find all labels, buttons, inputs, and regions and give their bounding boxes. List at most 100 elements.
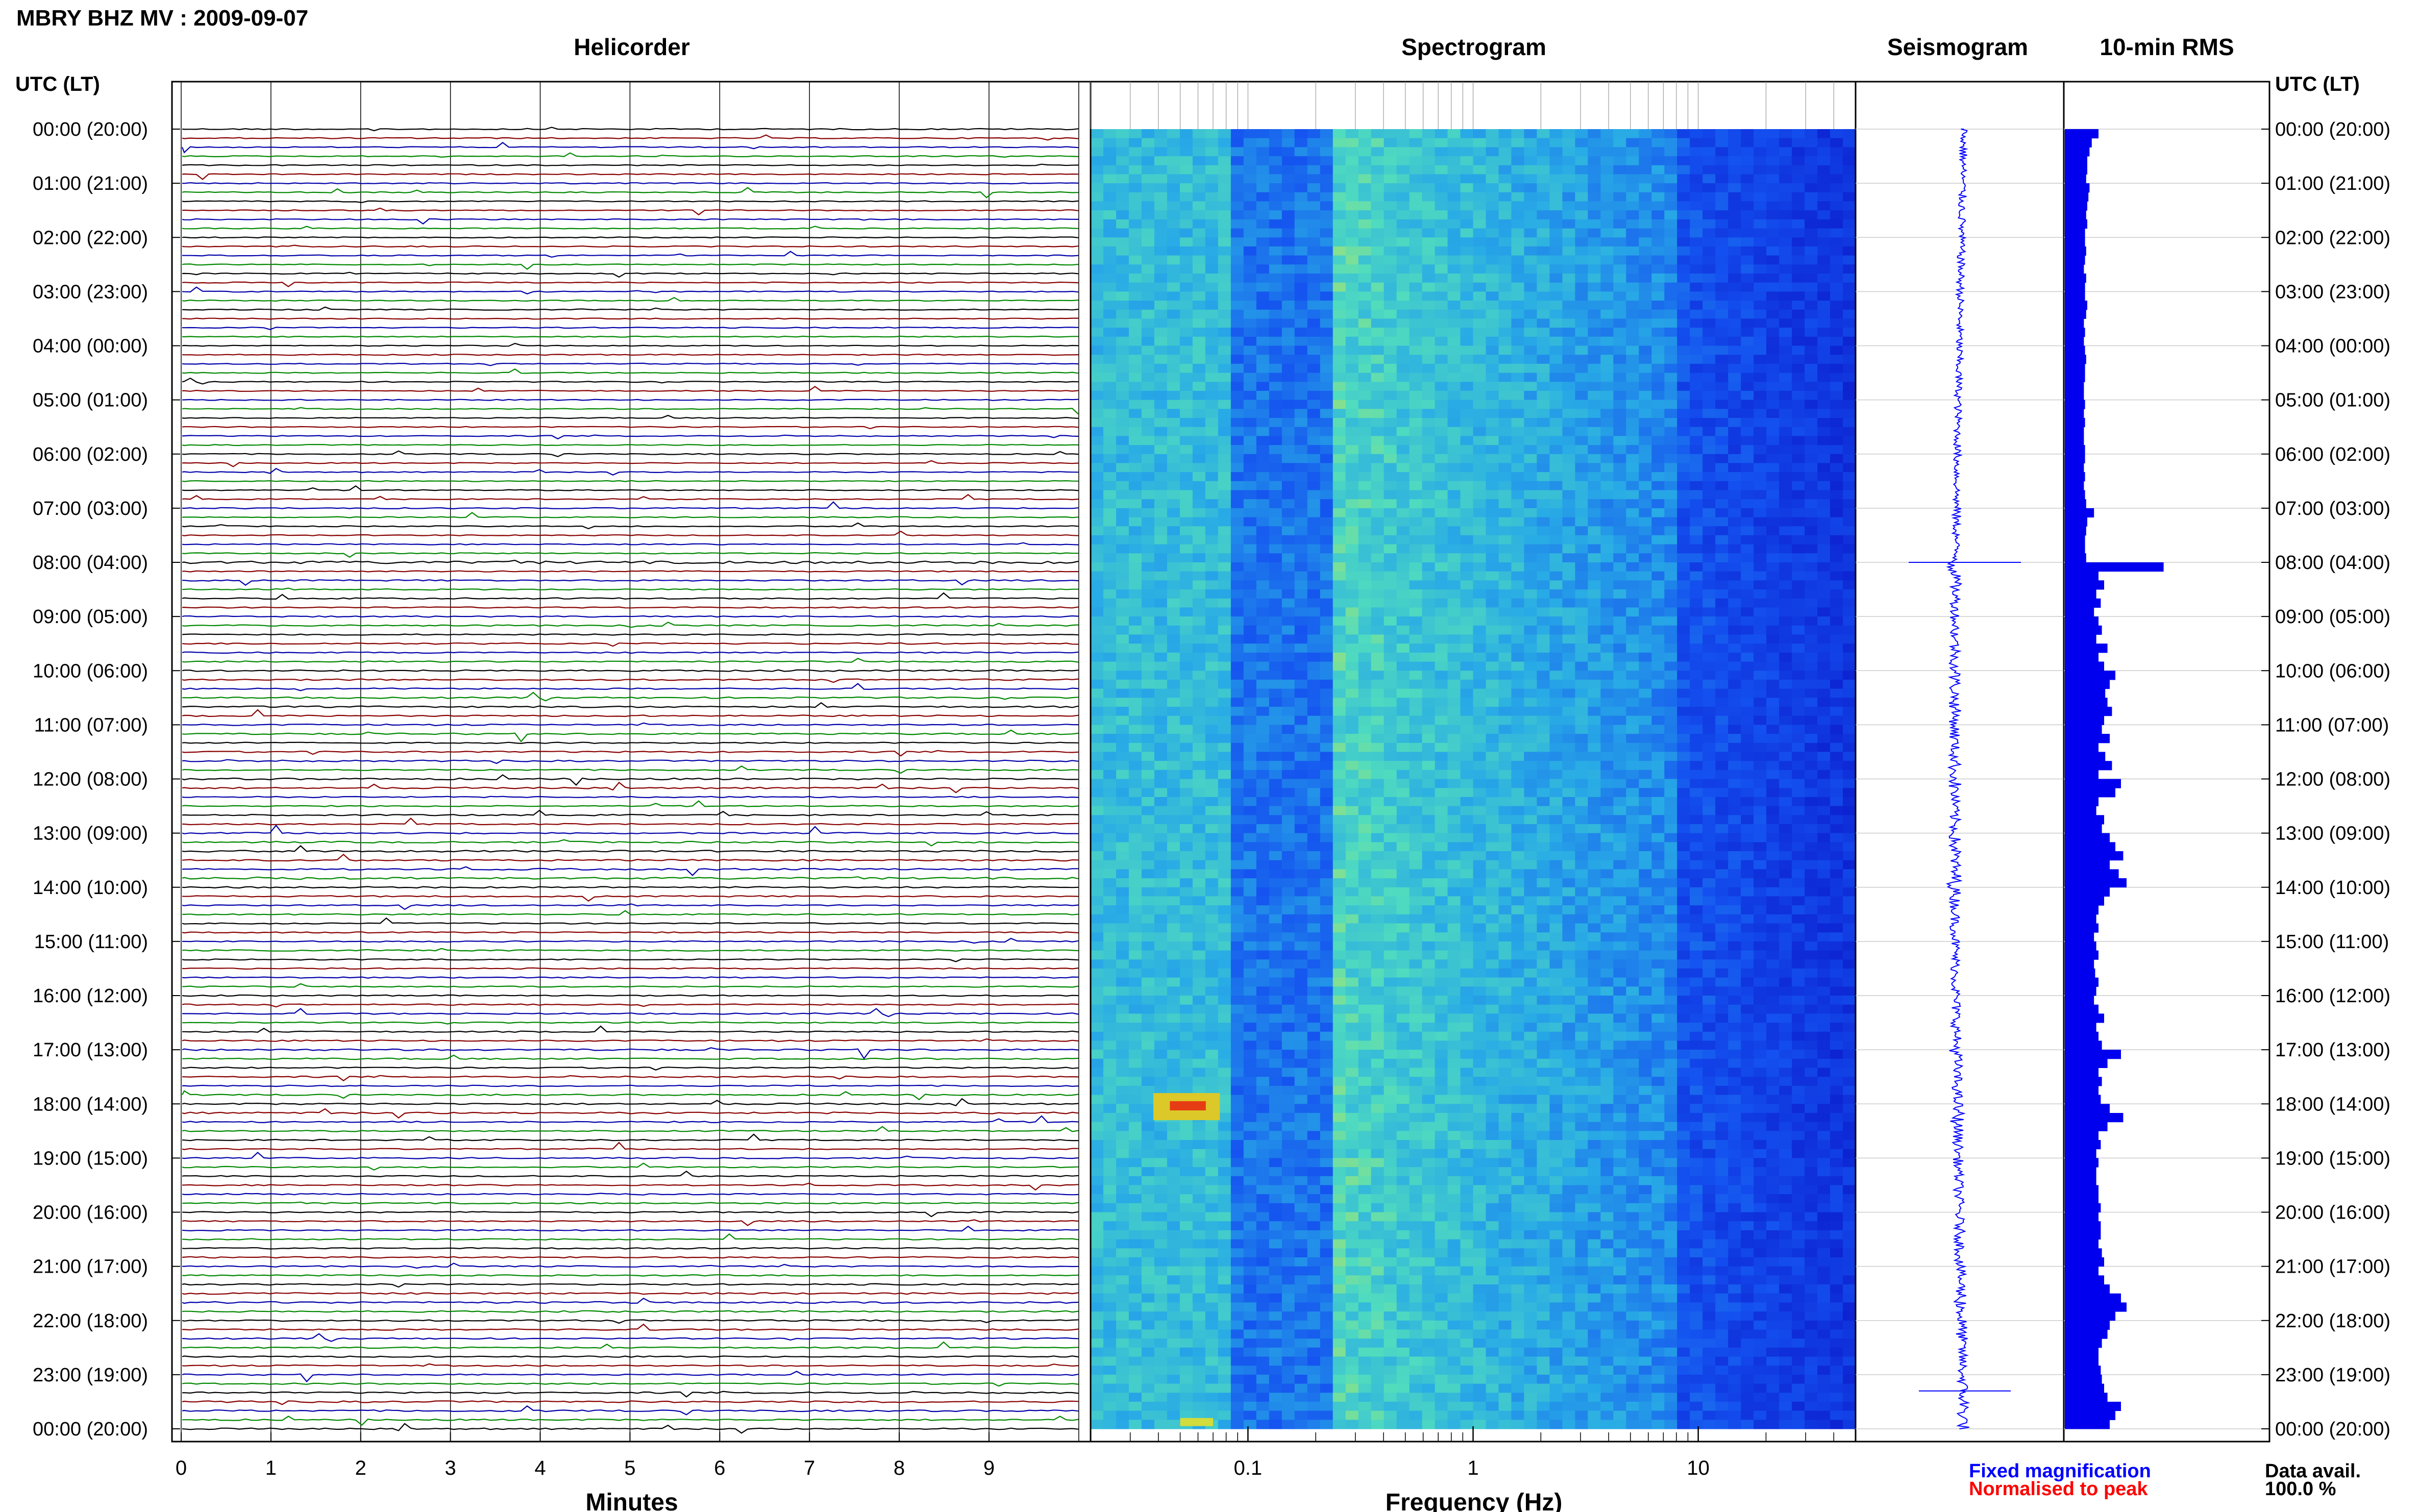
spectrogram-cell — [1192, 589, 1206, 599]
spectrogram-cell — [1091, 508, 1104, 518]
spectrogram-cell — [1294, 454, 1308, 464]
spectrogram-cell — [1613, 580, 1626, 590]
spectrogram-cell — [1766, 210, 1780, 220]
spectrogram-cell — [1600, 201, 1614, 211]
spectrogram-cell — [1447, 752, 1461, 761]
spectrogram-cell — [1218, 679, 1231, 689]
spectrogram-cell — [1218, 291, 1231, 301]
spectrogram-cell — [1179, 797, 1193, 807]
spectrogram-cell — [1345, 725, 1359, 734]
spectrogram-cell — [1154, 129, 1168, 139]
spectrogram-cell — [1230, 589, 1244, 599]
spectrogram-cell — [1702, 544, 1716, 554]
spectrogram-cell — [1447, 192, 1461, 202]
spectrogram-cell — [1677, 589, 1690, 599]
spectrogram-cell — [1179, 824, 1193, 834]
spectrogram-cell — [1396, 752, 1410, 761]
spectrogram-cell — [1588, 210, 1601, 220]
spectrogram-cell — [1677, 671, 1690, 680]
spectrogram-cell — [1256, 309, 1270, 319]
spectrogram-cell — [1358, 734, 1372, 743]
spectrogram-cell — [1307, 725, 1321, 734]
spectrogram-cell — [1805, 400, 1818, 409]
spectrogram-cell — [1116, 237, 1129, 247]
spectrogram-cell — [1422, 382, 1436, 391]
spectrogram-cell — [1792, 517, 1805, 527]
spectrogram-cell — [1103, 147, 1117, 157]
spectrogram-cell — [1498, 535, 1512, 545]
spectrogram-cell — [1575, 318, 1588, 328]
spectrogram-cell — [1230, 643, 1244, 653]
spectrogram-cell — [1396, 129, 1410, 139]
helicorder-trace — [182, 781, 1079, 794]
spectrogram-cell — [1843, 824, 1856, 834]
spectrogram-cell — [1524, 481, 1537, 491]
spectrogram-cell — [1843, 508, 1856, 518]
spectrogram-cell — [1677, 616, 1690, 626]
spectrogram-cell — [1817, 671, 1831, 680]
spectrogram-cell — [1307, 607, 1321, 617]
spectrogram-cell — [1447, 770, 1461, 780]
spectrogram-cell — [1409, 508, 1423, 518]
spectrogram-cell — [1447, 607, 1461, 617]
spectrogram-cell — [1830, 246, 1843, 256]
spectrogram-cell — [1320, 544, 1334, 554]
spectrogram-cell — [1690, 833, 1703, 842]
spectrogram-cell — [1218, 463, 1231, 473]
spectrogram-cell — [1141, 418, 1155, 428]
spectrogram-cell — [1345, 147, 1359, 157]
spectrogram-cell — [1613, 553, 1626, 563]
spectrogram-cell — [1766, 770, 1780, 780]
spectrogram-cell — [1549, 156, 1563, 166]
spectrogram-cell — [1332, 526, 1346, 536]
spectrogram-cell — [1447, 725, 1461, 734]
spectrogram-cell — [1651, 472, 1665, 482]
spectrogram-cell — [1588, 147, 1601, 157]
spectrogram-cell — [1486, 707, 1499, 716]
spectrogram-cell — [1524, 336, 1537, 346]
spectrogram-cell — [1409, 472, 1423, 482]
spectrogram-cell — [1281, 698, 1295, 707]
spectrogram-cell — [1128, 634, 1142, 644]
spectrogram-cell — [1371, 219, 1385, 229]
spectrogram-cell — [1103, 246, 1117, 256]
spectrogram-cell — [1830, 427, 1843, 436]
spectrogram-cell — [1192, 715, 1206, 725]
spectrogram-cell — [1664, 472, 1677, 482]
spectrogram-cell — [1817, 373, 1831, 382]
spectrogram-cell — [1281, 328, 1295, 337]
spectrogram-cell — [1779, 481, 1792, 491]
spectrogram-cell — [1562, 138, 1575, 147]
spectrogram-cell — [1103, 553, 1117, 563]
spectrogram-cell — [1167, 138, 1180, 147]
spectrogram-cell — [1741, 553, 1754, 563]
spectrogram-cell — [1128, 734, 1142, 743]
spectrogram-cell — [1562, 472, 1575, 482]
spectrogram-cell — [1384, 147, 1397, 157]
spectrogram-cell — [1307, 472, 1321, 482]
spectrogram-cell — [1677, 815, 1690, 825]
spectrogram-cell — [1243, 382, 1257, 391]
spectrogram-cell — [1524, 788, 1537, 798]
spectrogram-cell — [1230, 363, 1244, 374]
spectrogram-cell — [1817, 661, 1831, 671]
spectrogram-cell — [1626, 517, 1639, 527]
spectrogram-cell — [1320, 508, 1334, 518]
spectrogram-cell — [1243, 210, 1257, 220]
spectrogram-cell — [1498, 779, 1512, 788]
spectrogram-cell — [1320, 282, 1334, 292]
spectrogram-cell — [1779, 526, 1792, 536]
spectrogram-cell — [1179, 228, 1193, 238]
spectrogram-cell — [1664, 625, 1677, 635]
spectrogram-cell — [1690, 490, 1703, 500]
spectrogram-cell — [1435, 156, 1448, 166]
spectrogram-cell — [1741, 309, 1754, 319]
spectrogram-cell — [1294, 851, 1308, 861]
spectrogram-cell — [1422, 652, 1436, 662]
spectrogram-cell — [1690, 607, 1703, 617]
spectrogram-cell — [1460, 156, 1474, 166]
spectrogram-cell — [1091, 824, 1104, 834]
spectrogram-cell — [1639, 264, 1652, 274]
spectrogram-cell — [1639, 345, 1652, 355]
spectrogram-cell — [1754, 219, 1767, 229]
